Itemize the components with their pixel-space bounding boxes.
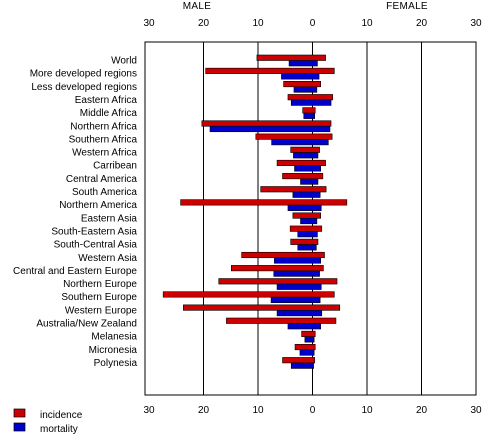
top-tick-labels: 30 20 10 0 10 20 30 [143, 18, 482, 29]
category-label: Melanesia [91, 332, 137, 343]
bar-mortality [290, 99, 332, 106]
bar-incidence [218, 278, 338, 285]
x-tick-label-top: 30 [143, 18, 155, 29]
x-tick-label-bottom: 30 [470, 405, 482, 416]
x-tick-label-bottom: 10 [361, 405, 373, 416]
category-label: Southern Europe [61, 292, 137, 303]
bar-incidence [282, 173, 324, 180]
bar-mortality [271, 139, 329, 146]
bar-incidence [287, 94, 333, 101]
x-tick-label-top: 20 [198, 18, 210, 29]
category-label: Central and Eastern Europe [13, 266, 137, 277]
bar-incidence [283, 81, 321, 88]
bar-incidence [276, 159, 326, 166]
bar-mortality [281, 73, 320, 80]
legend-swatch-mortality [13, 422, 26, 432]
category-label: South-Eastern Asia [51, 226, 137, 237]
x-tick-label-bottom: 10 [252, 405, 264, 416]
bar-group [162, 54, 348, 369]
bar-mortality [274, 257, 321, 264]
category-label: Less developed regions [31, 82, 137, 93]
bar-incidence [282, 357, 315, 364]
category-label: South-Central Asia [54, 240, 138, 251]
category-label: Southern Africa [69, 134, 138, 145]
x-tick-label-bottom: 20 [198, 405, 210, 416]
category-label: Northern Europe [63, 279, 137, 290]
x-tick-label-bottom: 0 [310, 405, 316, 416]
bar-incidence [292, 212, 321, 219]
bar-mortality [300, 218, 318, 225]
x-tick-label-top: 20 [416, 18, 428, 29]
bar-incidence [256, 54, 326, 61]
category-label: Western Africa [72, 148, 137, 159]
x-tick-label-top: 10 [361, 18, 373, 29]
bar-mortality [287, 323, 321, 330]
bar-incidence [205, 67, 335, 74]
bar-incidence [162, 291, 335, 298]
bar-mortality [276, 283, 322, 290]
bar-mortality [297, 231, 318, 238]
bar-incidence [230, 265, 324, 272]
bar-mortality [287, 204, 322, 211]
category-label: Northern Africa [70, 121, 137, 132]
female-header: FEMALE [386, 1, 428, 12]
bar-mortality [270, 296, 321, 304]
bar-mortality [273, 270, 320, 277]
x-tick-label-top: 30 [470, 18, 482, 29]
legend-swatch-incidence [13, 408, 26, 418]
male-header: MALE [183, 1, 211, 12]
bar-incidence [241, 251, 325, 259]
category-label: World [111, 56, 137, 67]
category-label: Micronesia [89, 345, 138, 356]
bar-mortality [276, 310, 323, 317]
category-label: South America [72, 187, 137, 198]
x-tick-label-top: 0 [310, 18, 316, 29]
legend: incidence mortality [13, 408, 83, 435]
bar-incidence [260, 186, 327, 193]
bar-incidence [226, 317, 337, 324]
bar-incidence [290, 146, 320, 153]
category-label: Northern America [59, 200, 137, 211]
bar-mortality [293, 152, 319, 159]
bar-mortality [297, 244, 317, 251]
bar-mortality [293, 86, 318, 93]
bar-mortality [292, 191, 321, 198]
bar-incidence [201, 120, 332, 127]
bar-incidence [255, 133, 333, 140]
bottom-tick-labels: 30 20 10 0 10 20 30 [143, 405, 482, 416]
legend-label-incidence: incidence [40, 410, 83, 421]
plot-frame [144, 41, 477, 396]
category-label: Carribean [93, 161, 137, 172]
x-tick-label-bottom: 20 [416, 405, 428, 416]
bar-incidence [180, 199, 348, 206]
category-label: Polynesia [94, 358, 138, 369]
category-label: Eastern Africa [75, 95, 138, 106]
legend-label-mortality: mortality [40, 424, 78, 435]
x-tick-label-bottom: 30 [143, 405, 155, 416]
category-label: Western Asia [78, 253, 137, 264]
bar-incidence [290, 238, 319, 245]
bar-mortality [300, 178, 319, 185]
category-labels: World More developed regions Less develope… [13, 56, 137, 369]
bar-mortality [304, 336, 315, 343]
category-label: More developed regions [30, 69, 137, 80]
bar-incidence [183, 304, 341, 311]
category-label: Western Europe [65, 305, 138, 316]
bar-incidence [301, 330, 316, 337]
bar-mortality [299, 349, 315, 356]
category-label: Australia/New Zealand [36, 319, 137, 330]
bar-mortality [290, 362, 314, 369]
bar-mortality [303, 112, 315, 119]
bar-incidence [302, 107, 316, 114]
bar-mortality [288, 60, 318, 67]
category-label: Eastern Asia [81, 213, 138, 224]
category-label: Middle Africa [80, 108, 138, 119]
x-tick-label-top: 10 [252, 18, 264, 29]
bar-mortality [294, 165, 321, 172]
category-label: Central America [66, 174, 138, 185]
bar-incidence [289, 225, 323, 232]
bar-mortality [209, 125, 331, 133]
bar-incidence [294, 343, 316, 351]
